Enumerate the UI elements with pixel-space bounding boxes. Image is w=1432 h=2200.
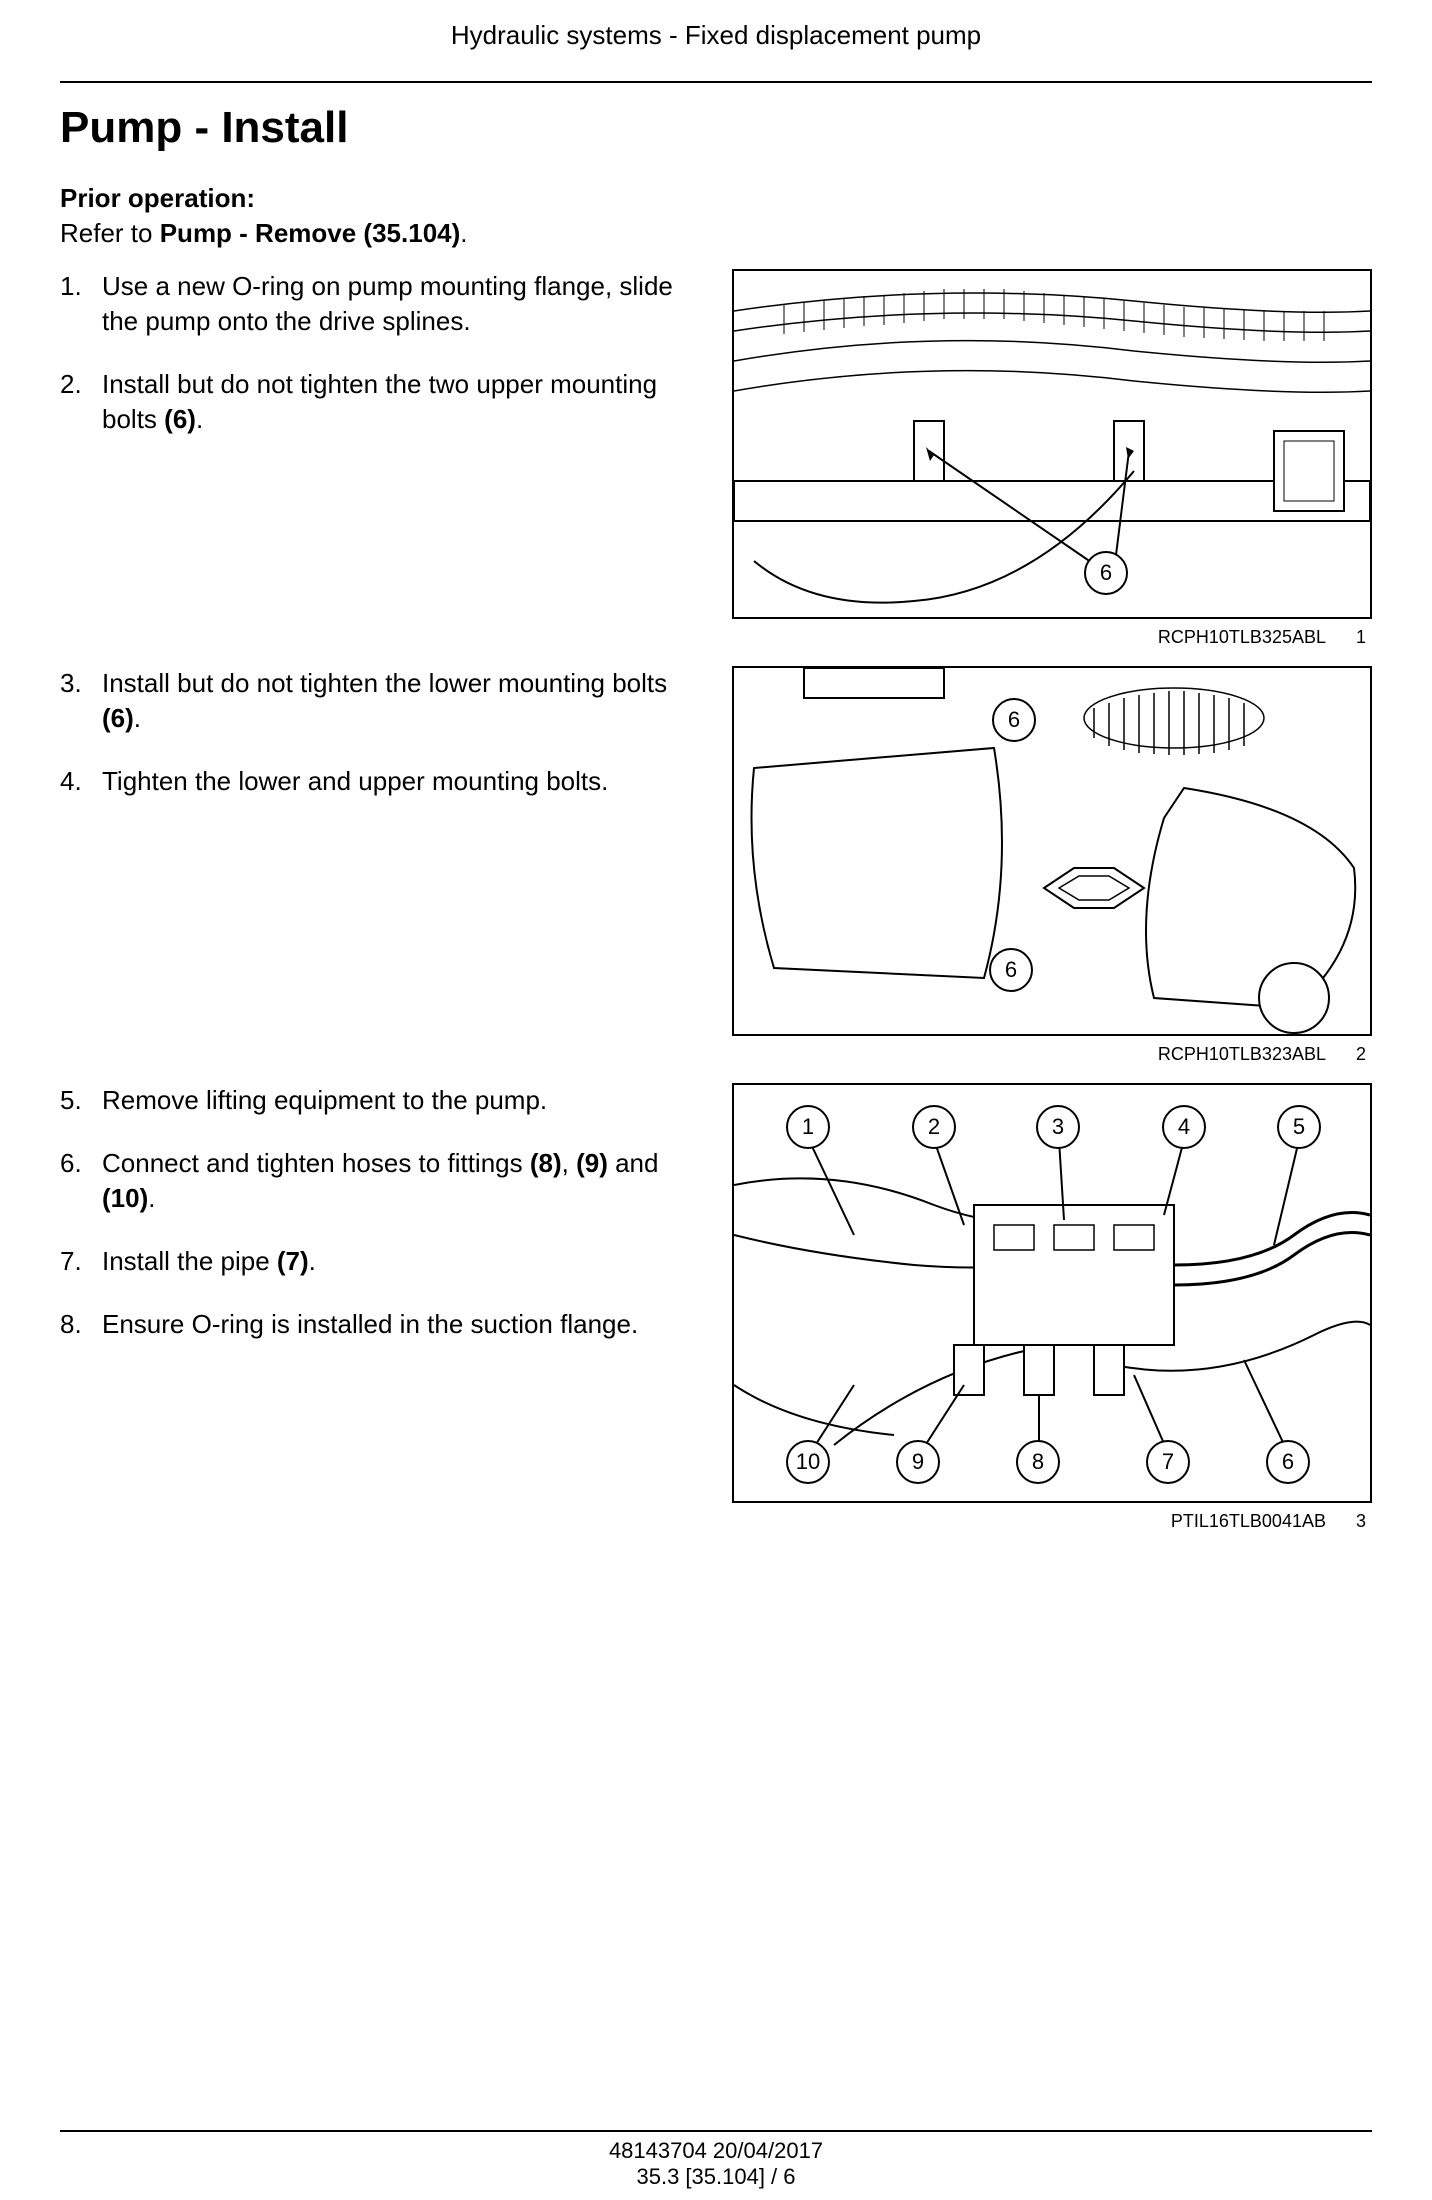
figure-3-num: 3 xyxy=(1356,1511,1366,1532)
step-3-bold: (6) xyxy=(102,703,134,733)
step-8: Ensure O-ring is installed in the suctio… xyxy=(60,1307,682,1342)
step-6-pre: Connect and tighten hoses to fittings xyxy=(102,1148,530,1178)
step-2-bold: (6) xyxy=(164,404,196,434)
figure-3-callout-4: 4 xyxy=(1162,1105,1206,1149)
figure-1: 6 xyxy=(732,269,1372,619)
step-7-post: . xyxy=(309,1246,316,1276)
figure-3-callout-9: 9 xyxy=(896,1440,940,1484)
step-6: Connect and tighten hoses to fittings (8… xyxy=(60,1146,682,1216)
main-title: Pump - Install xyxy=(60,103,1372,153)
step-7-pre: Install the pipe xyxy=(102,1246,277,1276)
figure-3-callout-6: 6 xyxy=(1266,1440,1310,1484)
figure-2-num: 2 xyxy=(1356,1044,1366,1065)
step-5-text: Remove lifting equipment to the pump. xyxy=(102,1085,547,1115)
figure-3-callout-2: 2 xyxy=(912,1105,956,1149)
step-6-b2: (9) xyxy=(576,1148,608,1178)
refer-suffix: . xyxy=(460,218,467,248)
figure-3: 1 2 3 4 5 10 9 8 7 6 xyxy=(732,1083,1372,1503)
steps-group-3: Remove lifting equipment to the pump. Co… xyxy=(60,1083,682,1342)
figure-2-callout-6b: 6 xyxy=(989,948,1033,992)
figure-1-code: RCPH10TLB325ABL xyxy=(1158,627,1326,648)
step-6-b3: (10) xyxy=(102,1183,148,1213)
footer-divider xyxy=(60,2130,1372,2132)
figure-3-callout-10: 10 xyxy=(786,1440,830,1484)
refer-prefix: Refer to xyxy=(60,218,160,248)
step-6-p3: . xyxy=(148,1183,155,1213)
figure-3-callout-8: 8 xyxy=(1016,1440,1060,1484)
figure-3-callout-5: 5 xyxy=(1277,1105,1321,1149)
figure-2-callout-6a: 6 xyxy=(992,698,1036,742)
prior-operation-label: Prior operation: xyxy=(60,183,1372,214)
figure-1-diagram xyxy=(734,271,1370,617)
step-6-p1: , xyxy=(562,1148,576,1178)
step-3: Install but do not tighten the lower mou… xyxy=(60,666,682,736)
header-divider xyxy=(60,81,1372,83)
refer-bold: Pump - Remove (35.104) xyxy=(160,218,461,248)
figure-1-callout-6: 6 xyxy=(1084,551,1128,595)
footer-line-1: 48143704 20/04/2017 xyxy=(60,2138,1372,2164)
figure-1-caption: RCPH10TLB325ABL 1 xyxy=(722,627,1372,648)
figure-2-diagram xyxy=(734,668,1370,1034)
step-4-text: Tighten the lower and upper mounting bol… xyxy=(102,766,608,796)
figure-3-callout-1: 1 xyxy=(786,1105,830,1149)
figure-3-caption: PTIL16TLB0041AB 3 xyxy=(722,1511,1372,1532)
step-6-p2: and xyxy=(608,1148,659,1178)
step-3-post: . xyxy=(134,703,141,733)
steps-group-1: Use a new O-ring on pump mounting flange… xyxy=(60,269,682,437)
figure-2-caption: RCPH10TLB323ABL 2 xyxy=(722,1044,1372,1065)
step-1: Use a new O-ring on pump mounting flange… xyxy=(60,269,682,339)
figure-3-callout-7: 7 xyxy=(1146,1440,1190,1484)
prior-operation-refer: Refer to Pump - Remove (35.104). xyxy=(60,218,1372,249)
figure-3-callout-3: 3 xyxy=(1036,1105,1080,1149)
step-5: Remove lifting equipment to the pump. xyxy=(60,1083,682,1118)
step-2-post: . xyxy=(196,404,203,434)
step-6-b1: (8) xyxy=(530,1148,562,1178)
step-3-pre: Install but do not tighten the lower mou… xyxy=(102,668,667,698)
step-4: Tighten the lower and upper mounting bol… xyxy=(60,764,682,799)
figure-3-code: PTIL16TLB0041AB xyxy=(1171,1511,1326,1532)
header-title: Hydraulic systems - Fixed displacement p… xyxy=(60,0,1372,81)
figure-1-num: 1 xyxy=(1356,627,1366,648)
footer-line-2: 35.3 [35.104] / 6 xyxy=(60,2164,1372,2190)
step-7: Install the pipe (7). xyxy=(60,1244,682,1279)
step-8-text: Ensure O-ring is installed in the suctio… xyxy=(102,1309,638,1339)
step-1-text: Use a new O-ring on pump mounting flange… xyxy=(102,271,673,336)
figure-2: 6 6 xyxy=(732,666,1372,1036)
steps-group-2: Install but do not tighten the lower mou… xyxy=(60,666,682,799)
prior-label: Prior operation: xyxy=(60,183,255,213)
step-2: Install but do not tighten the two upper… xyxy=(60,367,682,437)
step-7-bold: (7) xyxy=(277,1246,309,1276)
page-footer: 48143704 20/04/2017 35.3 [35.104] / 6 xyxy=(60,2130,1372,2190)
figure-2-code: RCPH10TLB323ABL xyxy=(1158,1044,1326,1065)
